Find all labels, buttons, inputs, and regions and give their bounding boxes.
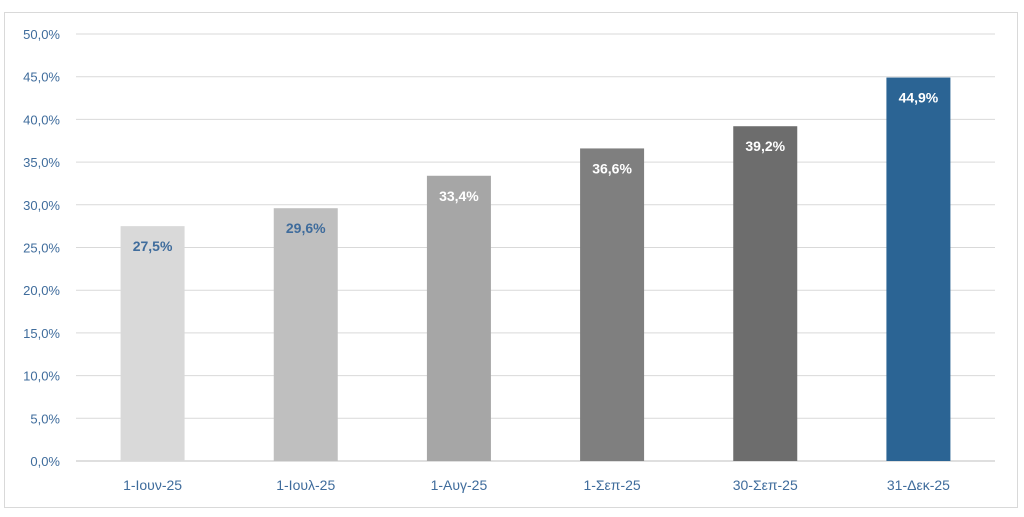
bars — [120, 77, 951, 462]
y-tick-label: 45,0% — [23, 70, 60, 85]
bar — [886, 77, 951, 461]
y-tick-label: 10,0% — [23, 369, 60, 384]
y-tick-label: 25,0% — [23, 241, 60, 256]
y-tick-label: 50,0% — [23, 27, 60, 42]
bar — [273, 208, 338, 461]
x-tick-label: 1-Ιουν-25 — [123, 477, 182, 493]
data-label: 39,2% — [745, 138, 785, 154]
y-tick-label: 20,0% — [23, 283, 60, 298]
data-label: 33,4% — [439, 188, 479, 204]
x-tick-label: 1-Ιουλ-25 — [276, 477, 335, 493]
data-label: 44,9% — [899, 90, 939, 106]
x-tick-label: 1-Αυγ-25 — [431, 477, 488, 493]
y-axis-ticks: 0,0% 5,0% 10,0% 15,0% 20,0% 25,0% 30,0% 35,0% 40… — [23, 27, 60, 469]
gridlines — [76, 33, 995, 462]
y-tick-label: 35,0% — [23, 155, 60, 170]
y-tick-label: 30,0% — [23, 198, 60, 213]
data-label: 29,6% — [286, 220, 326, 236]
y-tick-label: 0,0% — [30, 454, 60, 469]
x-tick-label: 30-Σεπ-25 — [733, 477, 798, 493]
bar — [426, 175, 491, 461]
x-tick-label: 31-Δεκ-25 — [887, 477, 950, 493]
y-tick-label: 15,0% — [23, 326, 60, 341]
bar — [580, 148, 645, 461]
y-tick-label: 5,0% — [30, 411, 60, 426]
data-label: 27,5% — [133, 238, 173, 254]
data-labels: 27,5% 29,6% 33,4% 36,6% 39,2% 44,9% — [133, 90, 939, 255]
data-label: 36,6% — [592, 160, 632, 176]
x-axis-ticks: 1-Ιουν-25 1-Ιουλ-25 1-Αυγ-25 1-Σεπ-25 30-Σεπ… — [123, 477, 950, 493]
x-tick-label: 1-Σεπ-25 — [583, 477, 640, 493]
y-tick-label: 40,0% — [23, 112, 60, 127]
bar — [120, 226, 185, 461]
bar — [733, 126, 798, 462]
